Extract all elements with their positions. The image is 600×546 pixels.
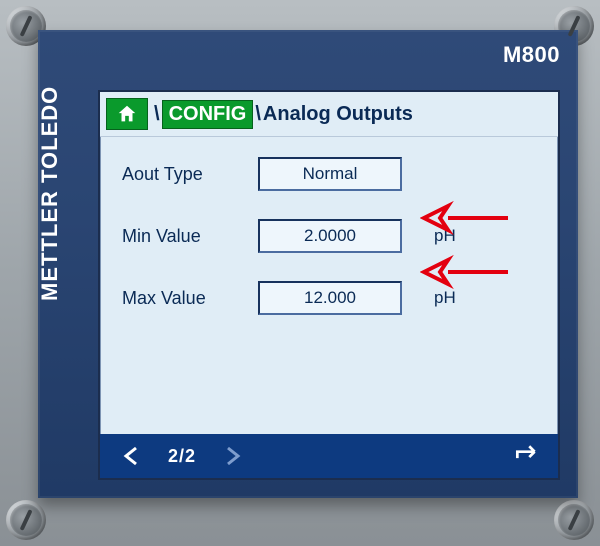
home-button[interactable] [106,98,148,130]
unit-min-value: pH [434,226,456,246]
screen: \ CONFIG \ Analog Outputs Aout Type Norm… [98,90,560,480]
breadcrumb-title: Analog Outputs [263,103,413,126]
row-max-value: Max Value 12.000 pH [122,281,536,315]
bezel: M800 METTLER TOLEDO \ CONFIG \ Analog Ou… [38,30,578,498]
label-aout-type: Aout Type [122,164,232,185]
field-aout-type[interactable]: Normal [258,157,402,191]
bottom-navbar: 2/2 [100,434,558,478]
unit-max-value: pH [434,288,456,308]
row-min-value: Min Value 2.0000 pH [122,219,536,253]
screw-icon [554,500,594,540]
device-frame: M800 METTLER TOLEDO \ CONFIG \ Analog Ou… [0,0,600,546]
breadcrumb: \ CONFIG \ Analog Outputs [100,92,558,137]
row-aout-type: Aout Type Normal [122,157,536,191]
breadcrumb-separator: \ [154,103,160,126]
page-indicator: 2/2 [168,446,196,467]
content-area: Aout Type Normal Min Value 2.0000 pH Max… [100,137,558,434]
return-icon [513,443,539,469]
chevron-left-icon [120,444,144,468]
back-button[interactable] [512,442,540,470]
screw-icon [6,500,46,540]
label-min-value: Min Value [122,226,232,247]
breadcrumb-config[interactable]: CONFIG [162,100,254,129]
field-min-value[interactable]: 2.0000 [258,219,402,253]
next-page-button[interactable] [218,442,246,470]
breadcrumb-separator: \ [255,103,261,126]
label-max-value: Max Value [122,288,232,309]
field-max-value[interactable]: 12.000 [258,281,402,315]
model-label: M800 [503,42,560,68]
brand-label: METTLER TOLEDO [37,86,63,301]
chevron-right-icon [220,444,244,468]
home-icon [116,103,138,125]
prev-page-button[interactable] [118,442,146,470]
